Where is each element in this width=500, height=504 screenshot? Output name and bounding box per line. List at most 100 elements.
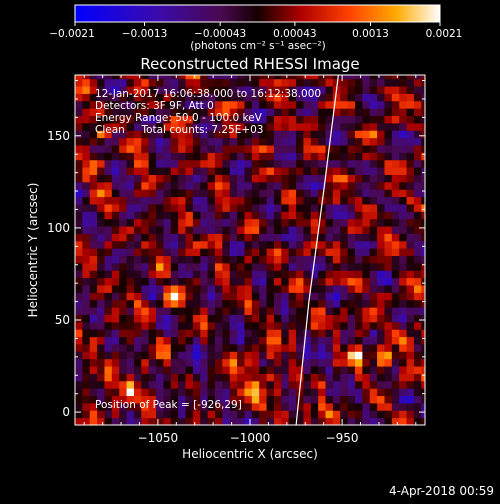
heatmap-cell (215, 277, 223, 286)
heatmap-cell (111, 336, 120, 345)
heatmap-cell (126, 329, 135, 338)
heatmap-cell (119, 262, 128, 271)
heatmap-cell (222, 218, 231, 227)
heatmap-cell (251, 380, 260, 389)
heatmap-cell (207, 181, 216, 190)
heatmap-cell (288, 122, 297, 131)
heatmap-cell (222, 93, 231, 102)
heatmap-cell (97, 218, 105, 227)
heatmap-cell (237, 307, 245, 315)
heatmap-cell (391, 395, 400, 404)
heatmap-cell (369, 130, 378, 139)
heatmap-cell (340, 152, 349, 161)
heatmap-cell (340, 211, 349, 220)
heatmap-cell (200, 78, 209, 87)
heatmap-cell (310, 395, 319, 404)
heatmap-cell (281, 211, 290, 220)
y-tick-label: 50 (55, 313, 70, 327)
heatmap-cell (266, 285, 275, 293)
heatmap-cell (251, 122, 260, 131)
heatmap-cell (192, 373, 201, 382)
heatmap-cell (111, 93, 120, 102)
heatmap-cell (200, 314, 209, 323)
heatmap-cell (222, 277, 231, 286)
heatmap-cell (288, 270, 297, 279)
heatmap-cell (229, 270, 238, 279)
heatmap-cell (200, 358, 209, 367)
heatmap-cell (89, 93, 98, 102)
heatmap-cell (200, 417, 209, 425)
heatmap-cell (332, 233, 341, 242)
heatmap-cell (192, 152, 201, 161)
heatmap-cell (362, 189, 371, 198)
heatmap-cell (178, 93, 187, 102)
heatmap-cell (266, 402, 275, 411)
heatmap-cell (296, 218, 304, 227)
heatmap-cell (384, 410, 393, 419)
heatmap-cell (303, 181, 312, 190)
heatmap-cell (251, 343, 260, 352)
heatmap-cell (97, 410, 105, 419)
heatmap-cell (281, 402, 290, 411)
heatmap-cell (148, 167, 157, 175)
annotation-block: 12-Jan-2017 16:06:38.000 to 16:12:38.000… (95, 88, 321, 411)
heatmap-cell (406, 358, 415, 367)
heatmap-cell (126, 299, 135, 308)
heatmap-cell (391, 240, 400, 249)
heatmap-cell (281, 189, 290, 198)
heatmap-cell (288, 189, 297, 198)
heatmap-cell (126, 351, 135, 360)
heatmap-cell (355, 307, 363, 315)
heatmap-cell (406, 314, 415, 323)
heatmap-cell (391, 189, 400, 198)
heatmap-cell (273, 152, 282, 161)
heatmap-cell (207, 189, 216, 198)
heatmap-cell (229, 248, 238, 257)
heatmap-cell (421, 299, 425, 308)
heatmap-cell (421, 329, 425, 338)
heatmap-cell (296, 181, 304, 190)
heatmap-cell (119, 292, 128, 301)
heatmap-cell (340, 343, 349, 352)
heatmap-cell (133, 270, 142, 279)
heatmap-cell (104, 402, 113, 411)
heatmap-cell (200, 255, 209, 264)
heatmap-cell (141, 167, 150, 175)
heatmap-cell (303, 78, 312, 87)
heatmap-cell (185, 86, 194, 94)
heatmap-cell (377, 248, 385, 257)
heatmap-cell (288, 167, 297, 175)
heatmap-cell (111, 373, 120, 382)
heatmap-cell (156, 410, 164, 419)
heatmap-cell (97, 292, 105, 301)
heatmap-cell (192, 262, 201, 271)
heatmap-cell (82, 277, 91, 286)
heatmap-cell (310, 314, 319, 323)
heatmap-cell (244, 240, 253, 249)
heatmap-cell (215, 159, 223, 168)
heatmap-cell (303, 417, 312, 425)
heatmap-cell (119, 329, 128, 338)
heatmap-cell (310, 321, 319, 330)
heatmap-cell (421, 343, 425, 352)
heatmap-cell (97, 233, 105, 242)
heatmap-cell (192, 78, 201, 87)
heatmap-cell (119, 321, 128, 330)
heatmap-cell (244, 343, 253, 352)
heatmap-cell (178, 196, 187, 205)
heatmap-cell (273, 108, 282, 117)
heatmap-cell (303, 115, 312, 124)
heatmap-cell (200, 86, 209, 94)
heatmap-cell (251, 388, 260, 397)
heatmap-cell (244, 321, 253, 330)
heatmap-cell (82, 152, 91, 161)
heatmap-cell (362, 122, 371, 131)
heatmap-cell (75, 402, 83, 411)
heatmap-cell (281, 181, 290, 190)
heatmap-cell (104, 100, 113, 109)
heatmap-cell (244, 159, 253, 168)
heatmap-cell (347, 108, 356, 117)
heatmap-cell (229, 122, 238, 131)
heatmap-cell (421, 86, 425, 94)
heatmap-cell (310, 226, 319, 234)
